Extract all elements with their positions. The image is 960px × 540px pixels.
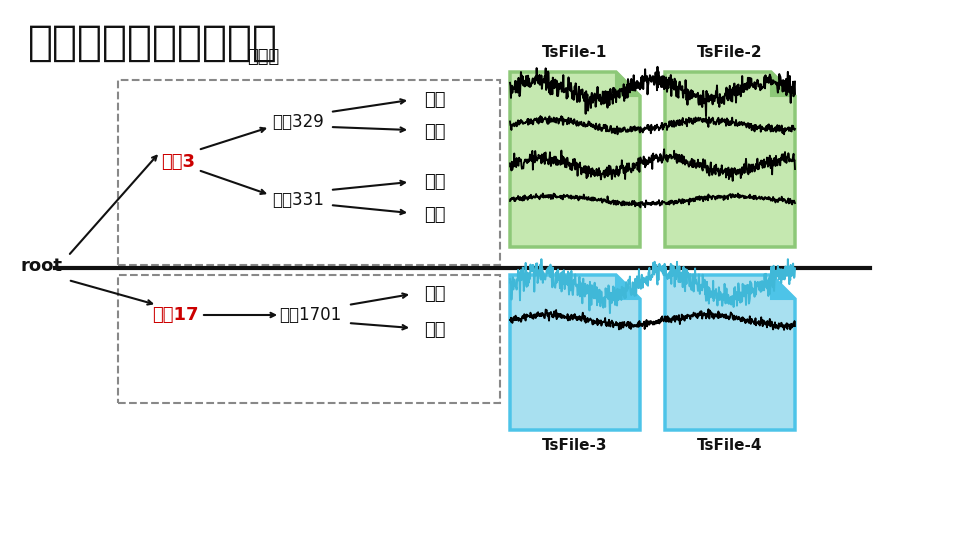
Text: TsFile-2: TsFile-2 bbox=[697, 45, 763, 60]
Text: 温度: 温度 bbox=[424, 285, 445, 303]
Text: 列车331: 列车331 bbox=[272, 191, 324, 209]
Polygon shape bbox=[771, 72, 795, 96]
Polygon shape bbox=[510, 72, 640, 247]
Text: 存储组: 存储组 bbox=[247, 48, 279, 66]
Text: 温度: 温度 bbox=[424, 91, 445, 109]
Polygon shape bbox=[771, 275, 795, 299]
Text: 速度: 速度 bbox=[424, 206, 445, 224]
Polygon shape bbox=[510, 275, 640, 430]
Text: root: root bbox=[20, 257, 62, 275]
Text: 温度: 温度 bbox=[424, 173, 445, 191]
Text: TsFile-3: TsFile-3 bbox=[542, 438, 608, 453]
Text: TsFile-1: TsFile-1 bbox=[542, 45, 608, 60]
Polygon shape bbox=[665, 275, 795, 430]
Text: 速度: 速度 bbox=[424, 321, 445, 339]
Polygon shape bbox=[616, 72, 640, 96]
Polygon shape bbox=[616, 275, 640, 299]
Text: 数据模型与多文件管理: 数据模型与多文件管理 bbox=[28, 22, 278, 64]
Text: 列车329: 列车329 bbox=[272, 113, 324, 131]
Text: 线路3: 线路3 bbox=[161, 153, 195, 171]
Polygon shape bbox=[665, 72, 795, 247]
Text: TsFile-4: TsFile-4 bbox=[697, 438, 763, 453]
Text: 线路17: 线路17 bbox=[152, 306, 199, 324]
Text: 列车1701: 列车1701 bbox=[278, 306, 341, 324]
Text: 速度: 速度 bbox=[424, 123, 445, 141]
